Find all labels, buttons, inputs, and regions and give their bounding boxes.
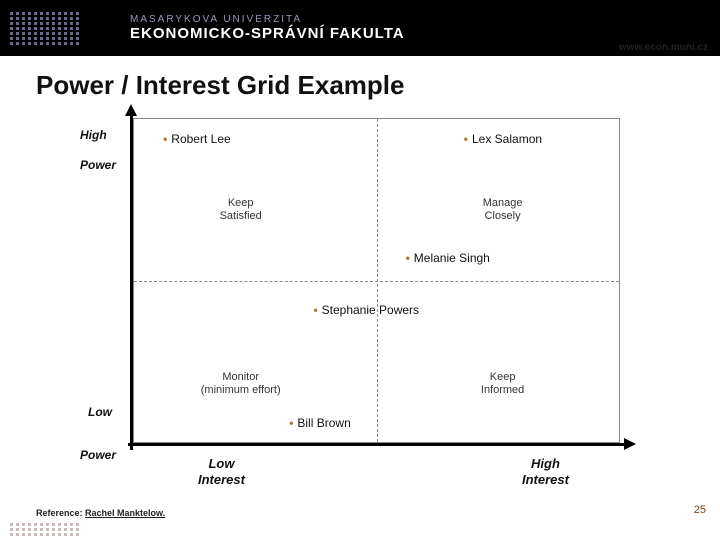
- axis-high-interest-1: High: [531, 456, 560, 471]
- faculty-name: EKONOMICKO-SPRÁVNÍ FAKULTA: [130, 25, 405, 42]
- header-dot-pattern: [0, 0, 130, 56]
- bullet-icon: •: [406, 251, 410, 265]
- grid-box: KeepSatisfied ManageClosely Monitor(mini…: [133, 118, 620, 443]
- slide-title: Power / Interest Grid Example: [36, 70, 404, 101]
- reference-label: Reference:: [36, 508, 85, 518]
- stakeholder-lex-salamon: • Lex Salamon: [464, 132, 542, 146]
- quadrant-keep-satisfied: KeepSatisfied: [220, 197, 262, 223]
- axis-low-interest-2: Interest: [198, 472, 245, 487]
- header-url: www.econ.muni.cz: [619, 42, 708, 53]
- stakeholder-label: Stephanie Powers: [322, 303, 419, 317]
- stakeholder-label: Bill Brown: [297, 416, 350, 430]
- bullet-icon: •: [163, 132, 167, 146]
- stakeholder-bill-brown: • Bill Brown: [289, 416, 351, 430]
- quadrant-monitor: Monitor(minimum effort): [201, 371, 281, 397]
- axis-low-interest-1: Low: [208, 456, 234, 471]
- x-axis-arrow: [128, 443, 628, 446]
- page-number: 25: [694, 504, 706, 516]
- axis-power-top: Power: [80, 158, 116, 172]
- grid-horizontal-divider: [134, 281, 619, 282]
- power-interest-grid: KeepSatisfied ManageClosely Monitor(mini…: [130, 118, 620, 446]
- header-titles: MASARYKOVA UNIVERZITA EKONOMICKO-SPRÁVNÍ…: [130, 14, 405, 42]
- stakeholder-label: Robert Lee: [171, 132, 230, 146]
- axis-low-power: Low: [88, 405, 112, 419]
- bullet-icon: •: [313, 303, 317, 317]
- stakeholder-melanie-singh: • Melanie Singh: [406, 251, 490, 265]
- quadrant-manage-closely: ManageClosely: [483, 197, 523, 223]
- reference: Reference: Rachel Manktelow.: [36, 508, 165, 518]
- stakeholder-label: Melanie Singh: [414, 251, 490, 265]
- axis-low-interest: Low Interest: [198, 456, 245, 487]
- axis-high-power: High: [80, 128, 107, 142]
- stakeholder-label: Lex Salamon: [472, 132, 542, 146]
- stakeholder-stephanie-powers: • Stephanie Powers: [313, 303, 419, 317]
- axis-high-interest: High Interest: [522, 456, 569, 487]
- stakeholder-robert-lee: • Robert Lee: [163, 132, 231, 146]
- slide-header: MASARYKOVA UNIVERZITA EKONOMICKO-SPRÁVNÍ…: [0, 0, 720, 56]
- bullet-icon: •: [289, 416, 293, 430]
- axis-high-interest-2: Interest: [522, 472, 569, 487]
- footer-dot-pattern: [10, 523, 79, 536]
- axis-power-bottom: Power: [80, 448, 116, 462]
- quadrant-keep-informed: KeepInformed: [481, 371, 524, 397]
- reference-source: Rachel Manktelow.: [85, 508, 165, 518]
- university-name: MASARYKOVA UNIVERZITA: [130, 14, 405, 25]
- bullet-icon: •: [464, 132, 468, 146]
